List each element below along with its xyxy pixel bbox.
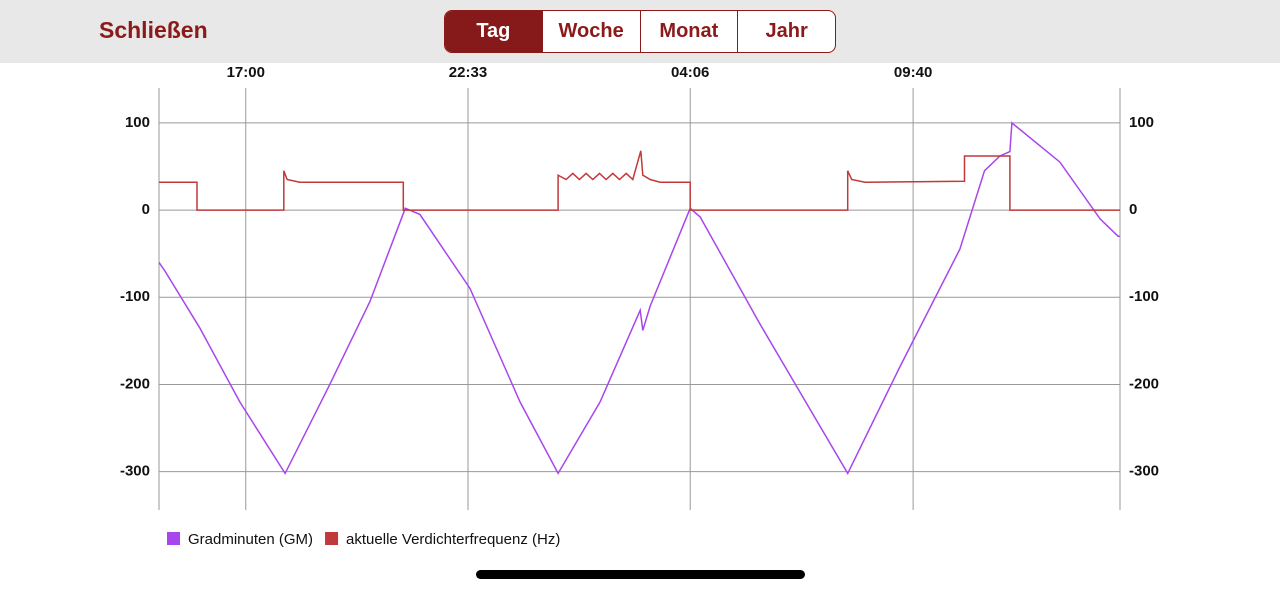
y2-tick-label: -200 <box>1129 375 1159 392</box>
y-tick-label: -100 <box>120 288 150 305</box>
legend-swatch <box>325 532 339 545</box>
close-button[interactable]: Schließen <box>99 17 208 43</box>
tab[interactable]: Jahr <box>737 11 835 52</box>
x-tick-label: 17:00 <box>227 64 265 81</box>
y-tick-label: 100 <box>125 114 150 131</box>
x-tick-label: 22:33 <box>449 64 487 81</box>
line <box>159 150 1120 211</box>
segmented-control: Tag Woche Monat Jahr <box>444 10 836 53</box>
x-tick-label: 04:06 <box>671 64 709 81</box>
y-tick-label: -300 <box>120 463 150 480</box>
line <box>158 121 1120 475</box>
tab[interactable]: Woche <box>541 11 640 52</box>
y2-tick-label: 100 <box>1129 114 1154 131</box>
home-indicator <box>476 570 805 579</box>
tab[interactable]: Tag <box>445 11 542 52</box>
x-tick-label: 09:40 <box>894 64 932 81</box>
y2-tick-label: -300 <box>1129 463 1159 480</box>
y2-tick-label: -100 <box>1129 288 1159 305</box>
legend-swatch <box>167 532 180 545</box>
legend-label: Gradminuten (GM) <box>188 531 313 548</box>
legend-label: aktuelle Verdichterfrequenz (Hz) <box>346 531 560 548</box>
y-tick-label: 0 <box>142 201 150 218</box>
header: Schließen Tag Woche Monat Jahr <box>0 0 1280 63</box>
y-tick-label: -200 <box>120 375 150 392</box>
y2-tick-label: 0 <box>1129 201 1137 218</box>
tab[interactable]: Monat <box>639 11 738 52</box>
